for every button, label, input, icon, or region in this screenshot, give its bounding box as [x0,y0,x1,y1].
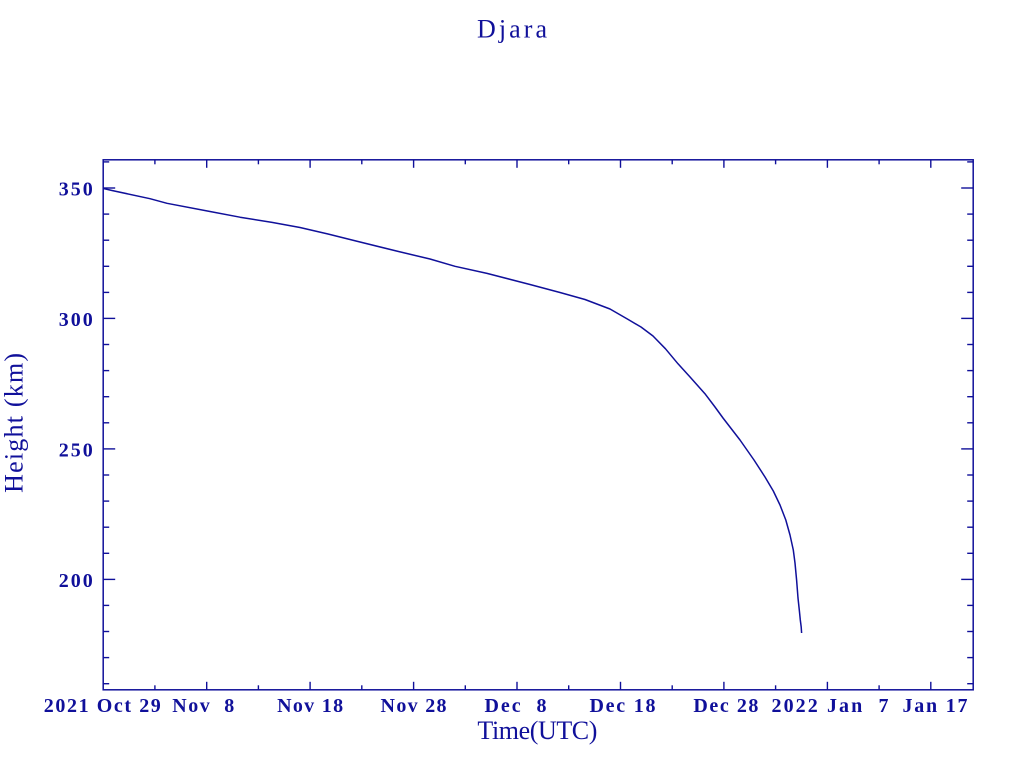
svg-text:Nov 28: Nov 28 [381,695,447,717]
svg-text:200: 200 [59,570,93,592]
svg-text:2021 Oct 29: 2021 Oct 29 [44,695,161,717]
svg-text:2022 Jan 7: 2022 Jan 7 [772,695,889,717]
svg-text:Dec 28: Dec 28 [693,695,758,717]
svg-text:Time(UTC): Time(UTC) [477,716,597,745]
svg-text:350: 350 [59,179,93,201]
svg-text:300: 300 [59,309,93,331]
svg-text:Nov 18: Nov 18 [277,695,343,717]
svg-text:Height (km): Height (km) [0,353,29,493]
svg-text:Dec 8: Dec 8 [485,695,547,717]
svg-text:Jan 17: Jan 17 [903,695,968,717]
svg-text:250: 250 [59,440,93,462]
svg-text:Djara: Djara [477,15,547,44]
svg-text:Nov 8: Nov 8 [172,695,234,717]
svg-text:Dec 18: Dec 18 [589,695,655,717]
